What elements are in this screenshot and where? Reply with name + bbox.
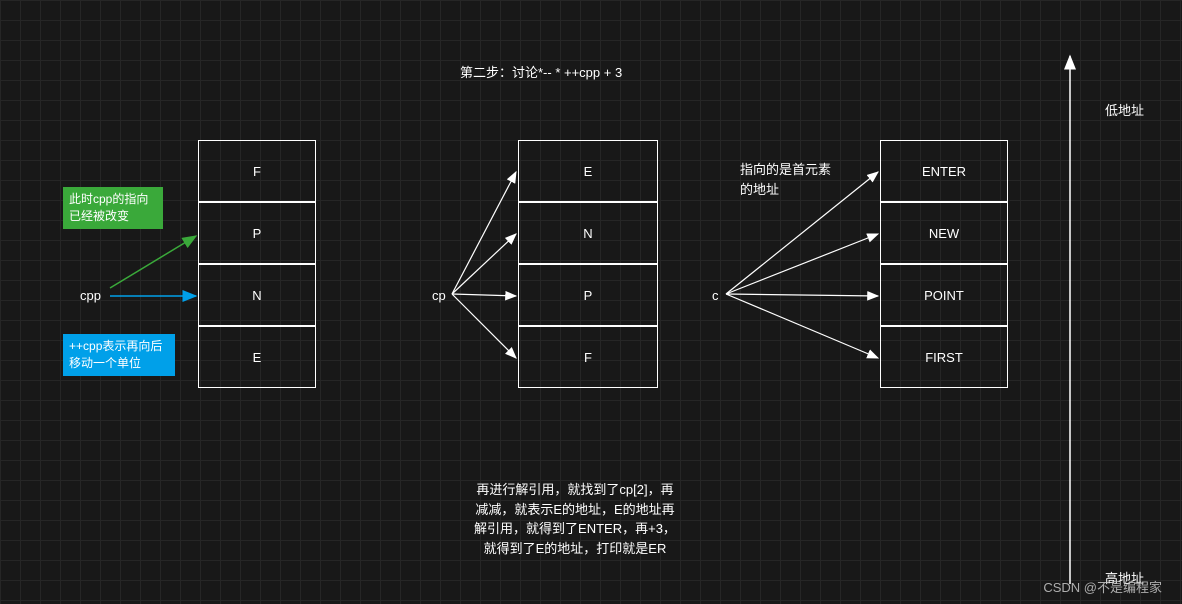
note-bottom-l1: 再进行解引用，就找到了cp[2]，再: [440, 480, 710, 500]
note-c: 指向的是首元素的地址: [740, 160, 840, 199]
c-cell-3: FIRST: [880, 326, 1008, 388]
note-bottom-l4: 就得到了E的地址，打印就是ER: [440, 539, 710, 559]
note-green-box: 此时cpp的指向已经被改变: [63, 187, 163, 229]
c-cell-0: ENTER: [880, 140, 1008, 202]
note-bottom: 再进行解引用，就找到了cp[2]，再 减减，就表示E的地址，E的地址再 解引用，…: [440, 480, 710, 558]
note-bottom-l3: 解引用，就得到了ENTER，再+3，: [440, 519, 710, 539]
label-cpp: cpp: [80, 288, 101, 303]
diagram-title: 第二步：讨论*-- * ++cpp + 3: [460, 62, 622, 81]
note-blue-text: ++cpp表示再向后移动一个单位: [69, 339, 162, 370]
cpp-cell-3: E: [198, 326, 316, 388]
cp-cell-1: N: [518, 202, 658, 264]
c-cell-2: POINT: [880, 264, 1008, 326]
cp-cell-0: E: [518, 140, 658, 202]
cp-cell-2: P: [518, 264, 658, 326]
c-cell-1: NEW: [880, 202, 1008, 264]
cpp-cell-0: F: [198, 140, 316, 202]
watermark: CSDN @不是编程家: [1043, 577, 1162, 596]
note-bottom-l2: 减减，就表示E的地址，E的地址再: [440, 500, 710, 520]
cp-cell-3: F: [518, 326, 658, 388]
cpp-cell-2: N: [198, 264, 316, 326]
label-cp: cp: [432, 288, 446, 303]
note-blue-box: ++cpp表示再向后移动一个单位: [63, 334, 175, 376]
label-c: c: [712, 288, 719, 303]
label-low-address: 低地址: [1105, 100, 1144, 119]
note-green-text: 此时cpp的指向已经被改变: [69, 192, 148, 223]
cpp-cell-1: P: [198, 202, 316, 264]
